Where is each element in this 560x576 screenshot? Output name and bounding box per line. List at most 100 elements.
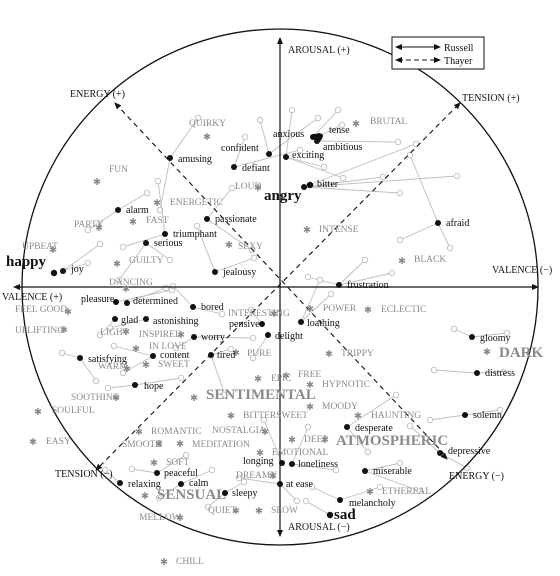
connector-line	[303, 186, 401, 194]
emotion-label-afraid: afraid	[446, 218, 469, 229]
tag-star-icon: ✱	[288, 435, 296, 446]
legend-thayer-label: Thayer	[444, 56, 473, 67]
connector-line	[464, 409, 501, 416]
tag-star-icon: ✱	[150, 458, 158, 469]
connector-line	[291, 426, 309, 465]
tag-star-icon: ✱	[325, 349, 333, 360]
tag-star-icon: ✱	[306, 402, 314, 413]
emotion-dot	[277, 481, 283, 487]
genre-tag-chill: CHILL	[176, 557, 204, 567]
connector-endpoint	[119, 243, 127, 251]
tag-star-icon: ✱	[153, 198, 161, 209]
connector-line	[172, 285, 194, 308]
connector-endpoint	[379, 173, 387, 181]
connector-endpoint	[249, 334, 257, 342]
genre-tag-uplifting: UPLIFTING	[15, 326, 64, 336]
genre-tag-easy: EASY	[46, 437, 71, 447]
connector-line	[104, 469, 121, 484]
genre-tag-free: FREE	[298, 370, 321, 380]
tag-star-icon: ✱	[160, 557, 168, 568]
connector-endpoint	[396, 459, 404, 467]
genre-tag-dreamy: DREAMY	[236, 471, 277, 481]
connector-endpoint	[450, 325, 458, 333]
emotion-label-satisfying: satisfying	[88, 354, 127, 365]
tag-star-icon: ✱	[155, 439, 163, 450]
energy-pos-label: ENERGY (+)	[70, 89, 125, 100]
tag-star-icon: ✱	[176, 439, 184, 450]
connector-endpoint	[499, 368, 507, 376]
connector-line	[300, 293, 332, 323]
connector-line	[79, 357, 97, 382]
connector-endpoint	[296, 146, 304, 154]
emotion-label-loathing: loathing	[307, 318, 340, 329]
genre-tag-dancing: DANCING	[109, 278, 153, 288]
genre-tag-loud: LOUD	[235, 182, 262, 192]
connector-line	[159, 157, 171, 211]
emotion-label-determined: determined	[133, 296, 178, 307]
connector-line	[62, 243, 101, 272]
emotion-dot	[162, 231, 168, 237]
connector-endpoint	[316, 276, 324, 284]
connector-line	[206, 218, 253, 251]
genre-tag-interesting: INTERESTING	[228, 309, 290, 319]
emotion-label-serious: serious	[154, 238, 182, 249]
tag-star-icon: ✱	[122, 327, 130, 338]
emotion-dot	[314, 138, 320, 144]
tag-star-icon: ✱	[129, 217, 137, 228]
genre-tag-haunting: HAUNTING	[371, 411, 421, 421]
connector-endpoint	[235, 474, 243, 482]
connector-endpoint	[84, 226, 92, 234]
emotion-label-depressive: depressive	[448, 446, 491, 457]
emotion-dot	[212, 269, 218, 275]
genre-tag-ethereal: ETHEREAL	[382, 487, 431, 497]
genre-tag-sweet: SWEET	[158, 360, 190, 370]
connector-line	[175, 336, 195, 349]
connector-endpoint	[302, 497, 310, 505]
tag-star-icon: ✱	[255, 506, 263, 517]
tag-star-icon: ✱	[232, 348, 240, 359]
genre-tag-soft: SOFT	[166, 458, 189, 468]
connector-line	[259, 119, 270, 155]
connector-line	[210, 348, 232, 356]
genre-tag-warm: WARM	[98, 362, 128, 372]
emotion-dot	[469, 334, 475, 340]
connector-line	[285, 156, 325, 168]
genre-tag-light: LIGHT	[100, 328, 129, 338]
emotion-label-loneliness: loneliness	[298, 459, 338, 470]
emotion-dot	[112, 316, 118, 322]
tag-star-icon: ✱	[225, 240, 233, 251]
emotion-dot	[266, 151, 272, 157]
connector-line	[339, 486, 381, 501]
tag-star-icon: ✱	[303, 225, 311, 236]
tag-star-icon: ✱	[135, 427, 143, 438]
tag-star-icon: ✱	[177, 330, 185, 341]
tag-star-icon: ✱	[282, 371, 290, 382]
connector-endpoint	[193, 222, 201, 230]
arousal-neg-label: AROUSAL (−)	[288, 522, 350, 533]
valence-pos-label: VALENCE (+)	[2, 292, 62, 303]
genre-tag-in-love: IN LOVE	[149, 342, 187, 352]
connector-line	[364, 462, 401, 472]
connector-line	[233, 149, 301, 168]
tension-axis	[99, 102, 461, 467]
connector-line	[233, 136, 246, 168]
tag-star-icon: ✱	[483, 347, 491, 358]
emotion-dot	[117, 480, 123, 486]
connector-endpoint	[58, 349, 66, 357]
energy-neg-label: ENERGY (−)	[449, 471, 504, 482]
genre-tag-sentimental: SENTIMENTAL	[206, 387, 316, 403]
tag-star-icon: ✱	[256, 448, 264, 459]
tag-star-icon: ✱	[142, 360, 150, 371]
emotion-label-peaceful: peaceful	[164, 468, 198, 479]
genre-tag-fun: FUN	[109, 165, 128, 175]
emotion-label-distress: distress	[485, 368, 515, 379]
connector-endpoint	[218, 310, 226, 318]
emotion-dot	[326, 511, 334, 519]
connector-endpoint	[166, 256, 174, 264]
connector-endpoint	[304, 273, 312, 281]
legend-box	[391, 36, 485, 70]
connector-endpoint	[430, 366, 438, 374]
tag-star-icon: ✱	[113, 259, 121, 270]
connector-endpoint	[332, 466, 340, 474]
emotion-label-confident: confident	[221, 143, 259, 154]
